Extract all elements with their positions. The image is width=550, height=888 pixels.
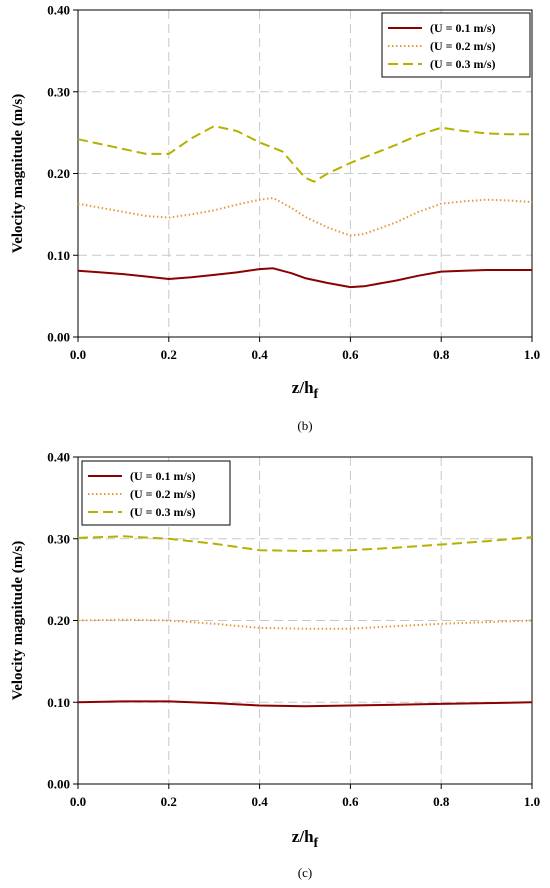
legend: (U = 0.1 m/s) (U = 0.2 m/s) (U = 0.3 m/s) [381, 12, 531, 78]
x-tick-label: 0.0 [70, 794, 86, 809]
x-tick-label: 1.0 [524, 794, 540, 809]
y-axis-title: Velocity magnitude (m/s) [10, 94, 26, 253]
plot-area-border [77, 9, 533, 338]
x-tick-label: 0.2 [161, 347, 177, 362]
x-axis-title-main: z/h [292, 378, 314, 397]
legend: (U = 0.1 m/s) (U = 0.2 m/s) (U = 0.3 m/s) [81, 460, 231, 526]
y-tick-label: 0.30 [47, 531, 70, 546]
x-tick-label: 0.4 [251, 794, 268, 809]
legend-box [81, 460, 231, 526]
y-tick-label: 0.30 [47, 84, 70, 99]
x-tick-label: 0.6 [342, 794, 359, 809]
x-tick-label: 0.2 [161, 794, 177, 809]
y-tick-label: 0.10 [47, 248, 70, 263]
x-tick-label: 0.0 [70, 347, 86, 362]
y-tick-label: 0.20 [47, 613, 70, 628]
legend-label-3: (U = 0.3 m/s) [430, 57, 496, 71]
legend-label-2: (U = 0.2 m/s) [430, 39, 496, 53]
y-axis-title: Velocity magnitude (m/s) [10, 541, 26, 700]
chart-panel-c: 0.00 0.10 0.20 0.30 0.40 0.0 0.2 0.4 0.6 0.8 1.0 Ve… [10, 450, 540, 881]
series-line-2 [77, 197, 533, 237]
chart-panel-b: 0.00 0.10 0.20 0.30 0.40 0.0 0.2 0.4 0.6 0.8 1.0 Ve… [10, 3, 540, 434]
legend-label-3: (U = 0.3 m/s) [130, 505, 196, 519]
x-axis-title: z/hf [292, 378, 319, 402]
series-line-1 [77, 700, 533, 708]
x-axis-title: z/hf [292, 827, 319, 851]
legend-label-1: (U = 0.1 m/s) [430, 21, 496, 35]
y-tick-label: 0.40 [47, 450, 70, 465]
y-tick-label: 0.10 [47, 695, 70, 710]
x-axis-title-main: z/h [292, 827, 314, 846]
y-tick-label: 0.00 [47, 330, 70, 345]
series-line-3 [77, 125, 532, 183]
series-line-2 [77, 618, 533, 630]
y-tick-label: 0.20 [47, 166, 70, 181]
legend-box [381, 12, 531, 78]
x-tick-label: 0.4 [251, 347, 268, 362]
series-line-1 [77, 267, 532, 289]
x-tick-label: 0.8 [433, 794, 450, 809]
legend-label-2: (U = 0.2 m/s) [130, 487, 196, 501]
y-tick-label: 0.40 [47, 3, 70, 18]
x-axis-title-subscript: f [314, 387, 319, 402]
x-axis-title-subscript: f [314, 836, 319, 851]
x-tick-label: 0.8 [433, 347, 450, 362]
y-tick-label: 0.00 [47, 777, 70, 792]
legend-label-1: (U = 0.1 m/s) [130, 469, 196, 483]
figure-caption: (c) [298, 865, 312, 880]
series-line-3 [77, 535, 533, 552]
x-tick-label: 0.6 [342, 347, 359, 362]
figure-caption: (b) [297, 418, 312, 433]
x-tick-label: 1.0 [524, 347, 540, 362]
